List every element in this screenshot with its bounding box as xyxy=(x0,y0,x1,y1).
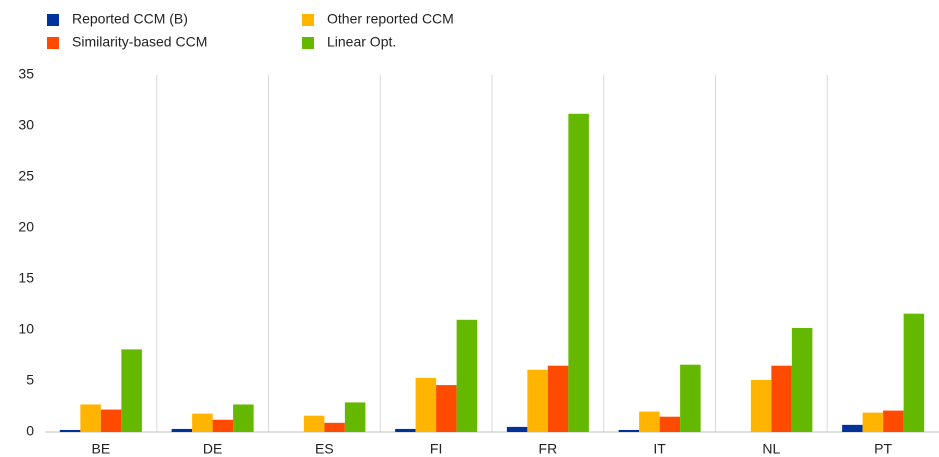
bar xyxy=(415,377,437,432)
bar xyxy=(680,364,701,432)
legend-swatch xyxy=(302,37,314,49)
bar xyxy=(395,428,416,432)
legend-label: Linear Opt. xyxy=(327,34,396,50)
y-tick-label: 30 xyxy=(18,117,34,133)
y-tick-label: 10 xyxy=(18,321,34,337)
bar xyxy=(121,349,142,432)
bar xyxy=(527,369,548,432)
bar xyxy=(639,411,660,432)
y-tick-label: 25 xyxy=(18,168,34,184)
bar xyxy=(303,415,325,432)
bar xyxy=(171,428,193,432)
bar xyxy=(659,416,681,432)
bar xyxy=(59,429,81,432)
bar xyxy=(791,327,813,432)
legend-swatch xyxy=(47,37,59,49)
bar xyxy=(212,419,234,432)
legend-swatch xyxy=(47,14,59,26)
bar xyxy=(100,409,122,432)
y-tick-label: 15 xyxy=(18,270,34,286)
bar xyxy=(842,424,863,432)
bar xyxy=(324,422,345,432)
bar xyxy=(233,404,254,432)
x-tick-label: NL xyxy=(762,441,780,457)
bar xyxy=(547,365,569,432)
x-tick-label: IT xyxy=(653,441,666,457)
legend-swatch xyxy=(302,14,314,26)
bar xyxy=(192,413,213,432)
x-tick-label: BE xyxy=(92,441,111,457)
bar xyxy=(456,319,478,432)
bar xyxy=(618,429,640,432)
x-tick-label: PT xyxy=(874,441,892,457)
y-tick-label: 5 xyxy=(26,372,34,388)
x-tick-label: DE xyxy=(203,441,222,457)
bar xyxy=(506,426,528,432)
x-tick-label: FI xyxy=(430,441,442,457)
y-tick-label: 0 xyxy=(26,423,34,439)
bar xyxy=(344,402,366,432)
bar xyxy=(568,113,589,432)
bar xyxy=(883,410,904,432)
bar xyxy=(80,404,101,432)
y-tick-label: 35 xyxy=(18,66,34,82)
legend-label: Other reported CCM xyxy=(327,11,454,27)
bar xyxy=(771,365,792,432)
x-tick-label: ES xyxy=(315,441,334,457)
y-tick-label: 20 xyxy=(18,219,34,235)
bar xyxy=(862,412,884,432)
legend-label: Similarity-based CCM xyxy=(72,34,207,50)
bar xyxy=(903,313,925,432)
bar xyxy=(750,379,772,432)
x-tick-label: FR xyxy=(539,441,558,457)
legend-label: Reported CCM (B) xyxy=(72,11,188,27)
bar xyxy=(436,385,457,432)
